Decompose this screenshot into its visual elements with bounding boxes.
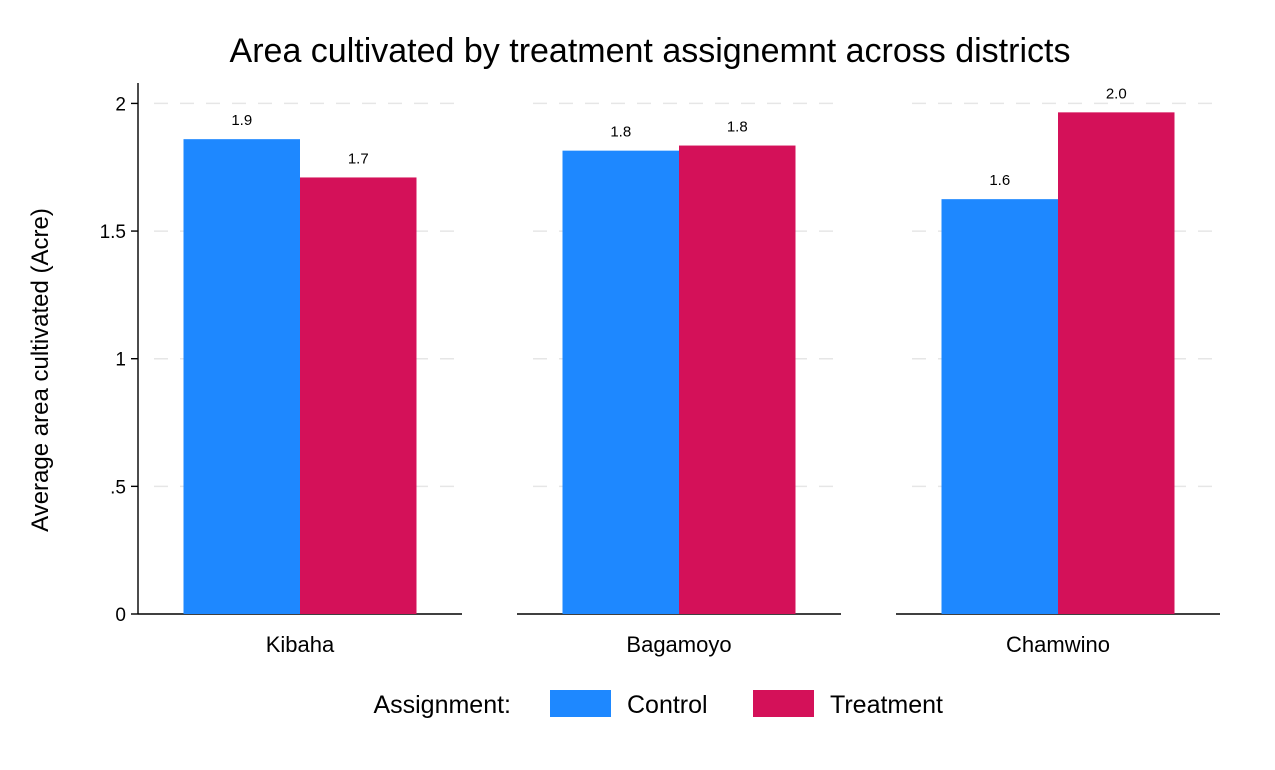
data-label: 1.6 [989, 172, 1010, 189]
legend-title: Assignment: [373, 691, 511, 719]
bar-chamwino-control [941, 199, 1058, 614]
legend-swatch-control [550, 690, 611, 717]
y-axis: 0 .5 1 1.5 2 [100, 83, 139, 626]
y-tick-label: 1.5 [100, 222, 126, 243]
category-label: Bagamoyo [626, 632, 731, 657]
chart-title: Area cultivated by treatment assignemnt … [230, 32, 1071, 70]
y-tick-label: 1 [115, 350, 126, 371]
bar-kibaha-control [183, 139, 300, 615]
bar-bagamoyo-treatment [679, 145, 796, 615]
legend-label-control: Control [627, 691, 708, 719]
plot-area: 1.9 1.7 Kibaha 1.8 1.8 Bagamoyo 1.6 2.0 Chamwino… [100, 83, 1220, 657]
bar-chamwino-treatment [1058, 112, 1175, 615]
bar-kibaha-treatment [300, 177, 417, 614]
legend-label-treatment: Treatment [830, 691, 943, 719]
category-label: Kibaha [266, 632, 335, 657]
category-label: Chamwino [1006, 632, 1110, 657]
panel-bagamoyo: 1.8 1.8 Bagamoyo [517, 102, 841, 657]
bar-bagamoyo-control [562, 150, 679, 615]
y-tick-label: 2 [115, 94, 126, 115]
data-label: 1.8 [727, 119, 748, 136]
data-label: 1.9 [231, 112, 252, 129]
data-label: 2.0 [1106, 85, 1127, 102]
y-tick-label: .5 [110, 477, 126, 498]
legend-swatch-treatment [753, 690, 814, 717]
data-label: 1.7 [348, 150, 369, 167]
y-tick-label: 0 [115, 605, 126, 626]
data-label: 1.8 [610, 124, 631, 141]
panel-chamwino: 1.6 2.0 Chamwino [896, 85, 1220, 657]
y-axis-label: Average area cultivated (Acre) [27, 208, 54, 532]
legend: Assignment: Control Treatment [373, 690, 943, 719]
panel-kibaha: 1.9 1.7 Kibaha [138, 102, 462, 657]
